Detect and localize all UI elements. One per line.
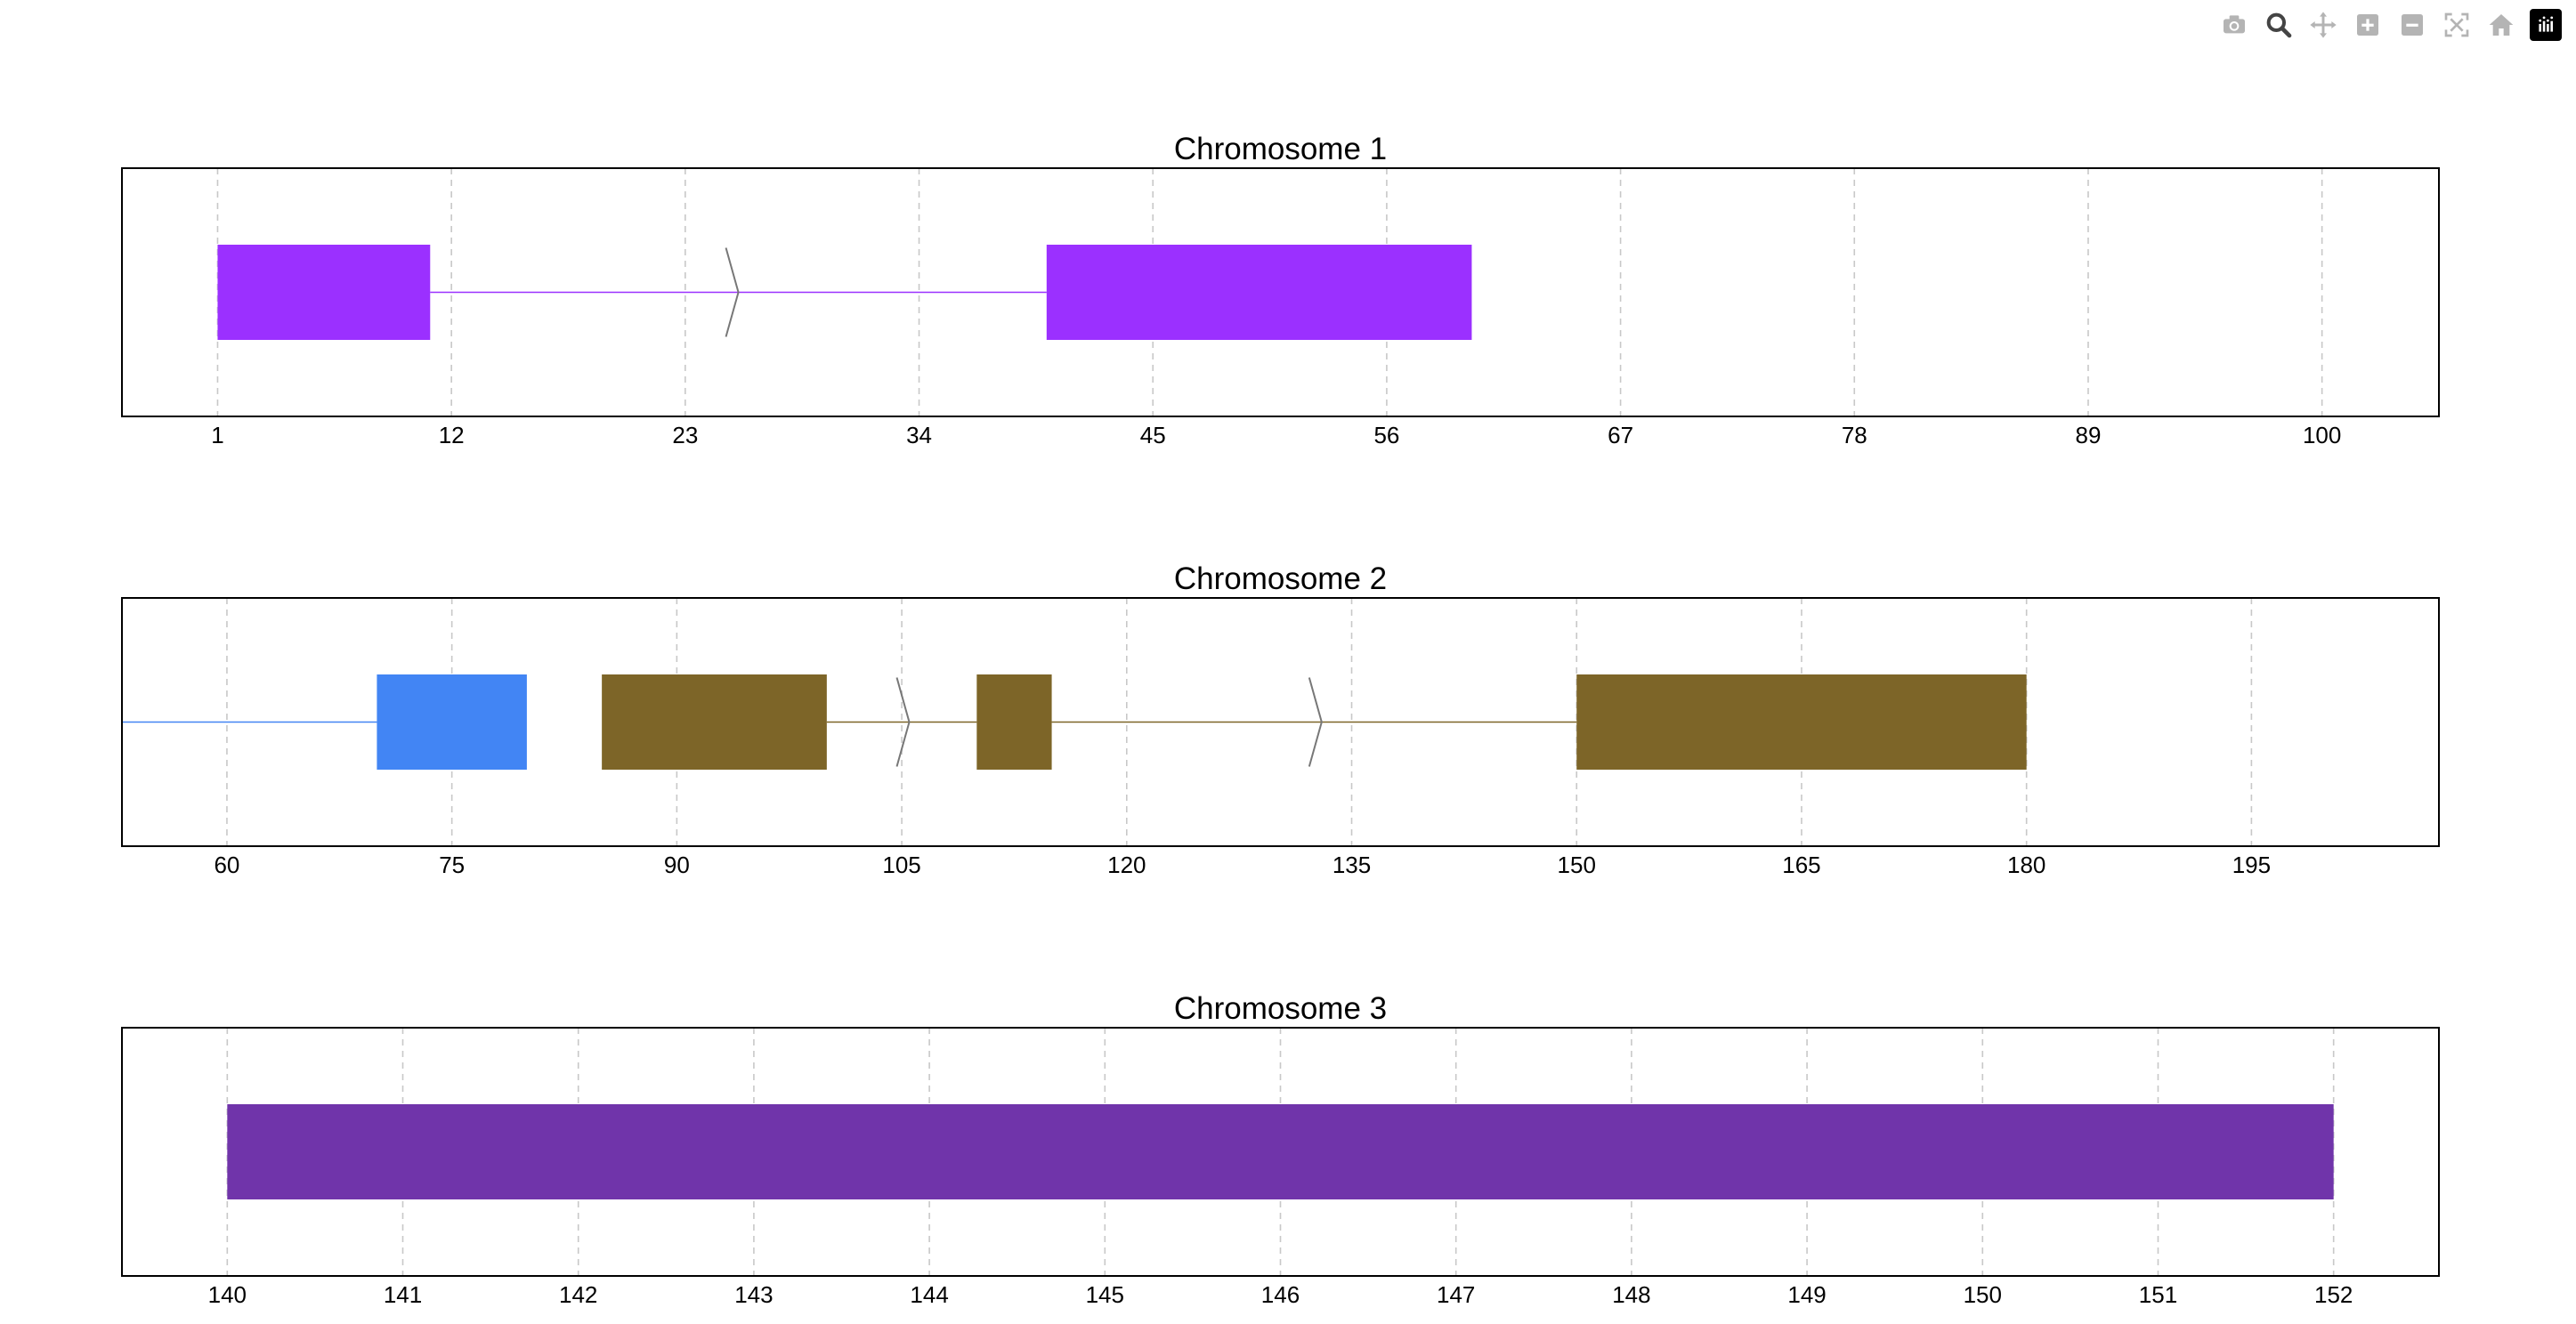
panel-2-tick-label: 165 xyxy=(1782,852,1820,878)
panel-2-tick-label: 60 xyxy=(214,852,239,878)
pan-button[interactable] xyxy=(2307,9,2339,41)
panel-3-tick-label: 147 xyxy=(1437,1281,1475,1308)
panel-2-tick-label: 195 xyxy=(2232,852,2271,878)
home-icon xyxy=(2489,14,2514,36)
panel-1-tick-label: 67 xyxy=(1608,422,1633,448)
panel-1-strand-arrow xyxy=(725,247,740,337)
panel-1-tick-label: 56 xyxy=(1373,422,1399,448)
zoom-out-icon xyxy=(2402,14,2423,36)
panel-1-plot-border xyxy=(121,167,2440,417)
panel-2-title: Chromosome 2 xyxy=(1174,561,1387,596)
zoom-icon xyxy=(2266,12,2292,38)
plotly-logo-icon xyxy=(2530,9,2562,41)
panel-3-tick-label: 148 xyxy=(1612,1281,1650,1308)
panel-3-tick-label: 142 xyxy=(559,1281,597,1308)
panel-3-tick-label: 146 xyxy=(1261,1281,1300,1308)
panel-1-title: Chromosome 1 xyxy=(1174,132,1387,166)
autoscale-icon xyxy=(2444,12,2469,37)
panel-2-exon-bar xyxy=(976,674,1052,770)
modebar xyxy=(2218,7,2562,43)
zoom-in-icon xyxy=(2357,14,2378,36)
panel-2-exon-bar xyxy=(377,674,527,770)
panel-3-tick-label: 149 xyxy=(1787,1281,1826,1308)
panel-3-exon-bar xyxy=(227,1104,2334,1199)
camera-button[interactable] xyxy=(2218,9,2250,41)
panel-3-tick-label: 150 xyxy=(1964,1281,2002,1308)
panel-2-tick-label: 90 xyxy=(664,852,690,878)
panel-2-strand-arrow xyxy=(895,677,911,767)
panel-3-tick-label: 143 xyxy=(734,1281,773,1308)
panel-2-tick-label: 135 xyxy=(1333,852,1371,878)
panel-3-tick-label: 144 xyxy=(910,1281,948,1308)
panel-3-tick-label: 151 xyxy=(2139,1281,2177,1308)
panel-2-strand-arrow xyxy=(1308,677,1323,767)
panel-1-tick-label: 45 xyxy=(1140,422,1166,448)
panel-1-tick-label: 34 xyxy=(906,422,932,448)
panel-3-tick-label: 140 xyxy=(208,1281,247,1308)
panel-2-exon-bar xyxy=(602,674,827,770)
zoom-out-button[interactable] xyxy=(2396,9,2428,41)
panel-2-exon-bar xyxy=(1576,674,2027,770)
panel-3-plot-border xyxy=(121,1027,2440,1277)
panel-1-tick-label: 23 xyxy=(672,422,698,448)
autoscale-button[interactable] xyxy=(2441,9,2473,41)
panel-3-tick-label: 152 xyxy=(2314,1281,2353,1308)
panel-2-plot-border xyxy=(121,597,2440,847)
panel-2-tick-label: 180 xyxy=(2007,852,2045,878)
panel-1-tick-label: 1 xyxy=(211,422,223,448)
home-button[interactable] xyxy=(2485,9,2517,41)
panel-1-exon-bar xyxy=(1046,245,1472,340)
panel-3-tick-label: 145 xyxy=(1086,1281,1124,1308)
camera-icon xyxy=(2224,15,2245,34)
panel-2-tick-label: 120 xyxy=(1107,852,1146,878)
panel-3-title: Chromosome 3 xyxy=(1174,991,1387,1026)
pan-icon xyxy=(2310,12,2337,38)
zoom-button[interactable] xyxy=(2263,9,2295,41)
panel-1-tick-label: 12 xyxy=(439,422,465,448)
zoom-in-button[interactable] xyxy=(2352,9,2384,41)
panel-1-tick-label: 89 xyxy=(2076,422,2102,448)
panel-2-tick-label: 75 xyxy=(439,852,465,878)
plotly-logo-button[interactable] xyxy=(2530,9,2562,41)
panel-3-tick-label: 141 xyxy=(384,1281,422,1308)
panel-1-exon-bar xyxy=(217,245,431,340)
panel-2-tick-label: 150 xyxy=(1558,852,1596,878)
panel-2-tick-label: 105 xyxy=(882,852,920,878)
panel-1-tick-label: 100 xyxy=(2303,422,2341,448)
panel-1-tick-label: 78 xyxy=(1842,422,1867,448)
